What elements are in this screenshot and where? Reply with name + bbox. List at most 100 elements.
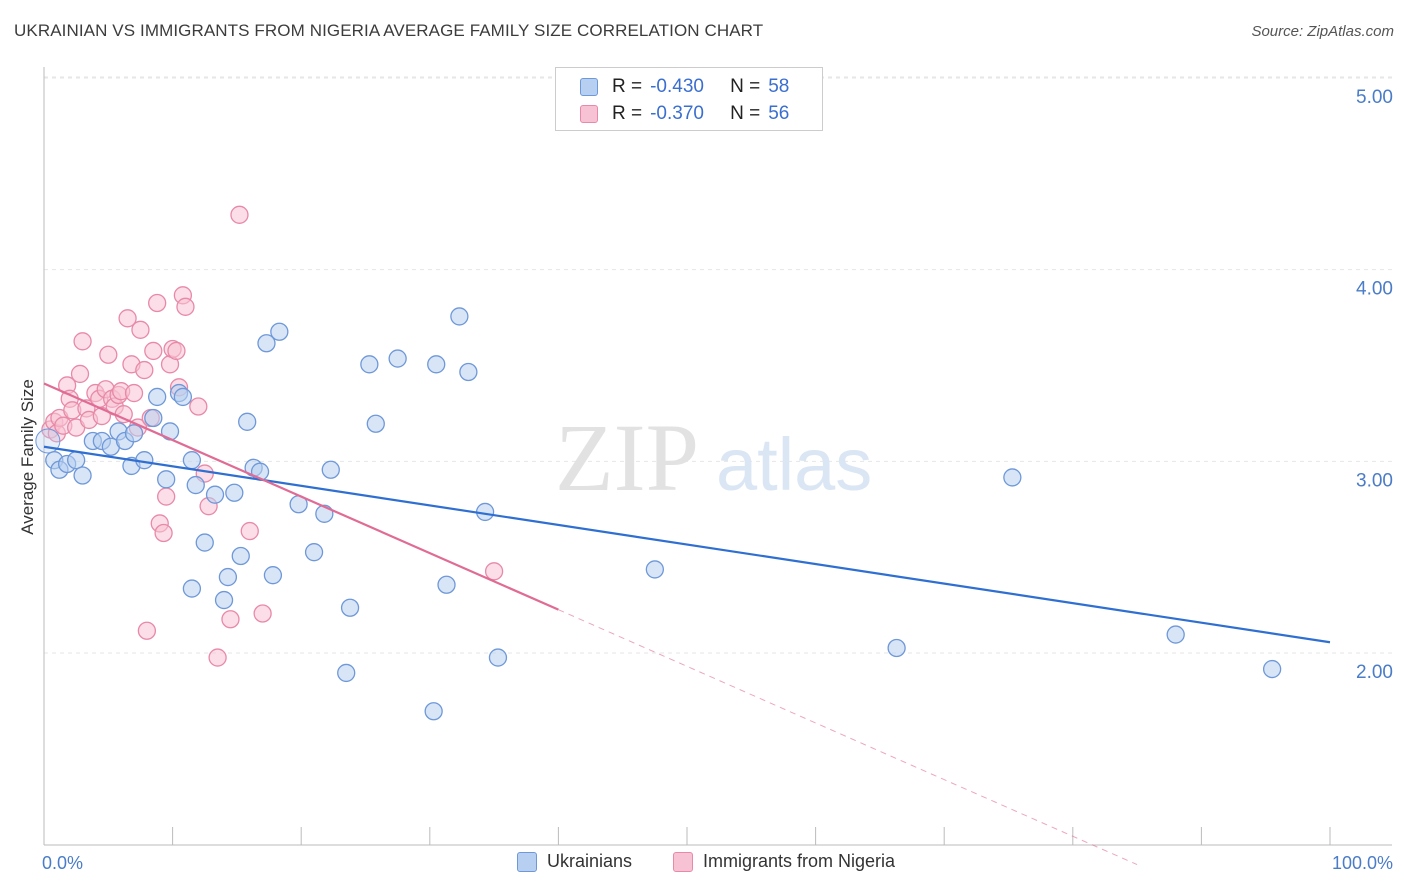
ukrainians-point bbox=[214, 590, 234, 610]
ukrainians-point bbox=[388, 349, 407, 368]
ukrainians-point bbox=[195, 533, 214, 552]
ukrainians-point bbox=[231, 546, 250, 566]
legend-row-ukrainians: R = -0.430 N = 58 bbox=[580, 75, 789, 99]
nigeria-point bbox=[118, 309, 137, 328]
ukrainians-point bbox=[186, 475, 205, 495]
ukrainians-point bbox=[67, 451, 86, 470]
nigeria-point bbox=[221, 610, 240, 629]
ukrainians-point bbox=[144, 408, 163, 428]
bottom-legend-label: Ukrainians bbox=[547, 851, 633, 871]
bottom-swatch-pink bbox=[673, 851, 693, 872]
nigeria-point bbox=[167, 341, 186, 361]
nigeria-trend-extension bbox=[558, 609, 1138, 866]
y-tick-label: 4.00 bbox=[1356, 279, 1393, 300]
legend-r-value: -0.430 bbox=[650, 76, 704, 97]
x-tick-labels: 0.0% 100.0% bbox=[42, 853, 1393, 873]
nigeria-point bbox=[135, 360, 154, 380]
bottom-legend-ukrainians: Ukrainians bbox=[517, 851, 632, 872]
nigeria-point bbox=[253, 604, 272, 623]
nigeria-point bbox=[137, 621, 157, 640]
ukrainians-point bbox=[73, 466, 92, 485]
ukrainians-point bbox=[157, 470, 176, 489]
ukrainians-point bbox=[182, 579, 202, 598]
ukrainians-point bbox=[205, 485, 225, 504]
ukrainians-point bbox=[321, 460, 340, 479]
ukrainians-point bbox=[645, 560, 664, 579]
ukrainians-point bbox=[437, 575, 456, 594]
watermark-zip: ZIP bbox=[555, 404, 699, 511]
ukrainians-point bbox=[488, 648, 508, 667]
axes bbox=[43, 67, 1392, 846]
nigeria-trend-line bbox=[43, 382, 559, 611]
nigeria-point bbox=[208, 648, 227, 667]
nigeria-point bbox=[148, 293, 167, 313]
ukrainians-point bbox=[360, 355, 379, 374]
nigeria-point bbox=[73, 332, 92, 351]
legend-n-label: N = bbox=[730, 103, 761, 124]
x-tick-label: 100.0% bbox=[1332, 853, 1393, 873]
gridlines bbox=[44, 76, 1392, 654]
legend-swatch-pink bbox=[580, 105, 598, 123]
ukrainians-point bbox=[337, 663, 356, 683]
ukrainians-point bbox=[450, 307, 469, 326]
legend-n-value: 58 bbox=[768, 76, 790, 97]
nigeria-point bbox=[240, 521, 259, 541]
source-label: Source: ZipAtlas.com bbox=[1251, 23, 1394, 40]
ukrainians-point bbox=[182, 451, 202, 470]
watermark-atlas: atlas bbox=[716, 423, 872, 506]
nigeria-point bbox=[154, 523, 173, 543]
x-tick-label: 0.0% bbox=[42, 853, 83, 873]
trend-lines bbox=[43, 382, 1331, 866]
nigeria-point bbox=[157, 487, 176, 506]
ukrainians-point bbox=[427, 355, 446, 374]
ukrainians-point bbox=[459, 362, 478, 382]
y-tick-labels: 2.00 3.00 4.00 5.00 bbox=[1356, 87, 1393, 683]
ukrainians-point bbox=[366, 414, 385, 433]
ukrainians-point bbox=[340, 598, 360, 617]
bottom-legend-label: Immigrants from Nigeria bbox=[703, 851, 896, 871]
y-tick-label: 2.00 bbox=[1356, 662, 1393, 683]
chart-title: UKRAINIAN VS IMMIGRANTS FROM NIGERIA AVE… bbox=[14, 21, 764, 40]
legend-r-label: R = bbox=[612, 76, 643, 97]
ukrainians-point bbox=[263, 566, 283, 585]
watermark: ZIP atlas bbox=[555, 404, 872, 511]
y-tick-label: 5.00 bbox=[1356, 87, 1393, 108]
ukrainians-trend-line bbox=[43, 445, 1331, 644]
ukrainians-point bbox=[218, 567, 238, 587]
ukrainians-point bbox=[1262, 659, 1282, 679]
legend-n-value: 56 bbox=[768, 103, 790, 124]
ukrainians-point bbox=[148, 387, 167, 407]
ukrainians-point bbox=[270, 322, 289, 341]
nigeria-point bbox=[176, 297, 195, 316]
legend-r-label: R = bbox=[612, 103, 643, 124]
ukrainians-point bbox=[225, 483, 244, 502]
ukrainians-point bbox=[424, 702, 443, 721]
nigeria-point bbox=[99, 345, 118, 364]
ukrainians-point bbox=[1003, 468, 1022, 487]
bottom-swatch-blue bbox=[517, 851, 537, 872]
y-axis-title: Average Family Size bbox=[18, 379, 37, 535]
bottom-legend: Ukrainians Immigrants from Nigeria bbox=[0, 851, 1406, 877]
ukrainians-point bbox=[238, 412, 257, 431]
legend: R = -0.430 N = 58 R = -0.370 N = 56 bbox=[555, 67, 823, 131]
ukrainians-point bbox=[887, 638, 906, 658]
legend-swatch-blue bbox=[580, 78, 598, 96]
nigeria-point bbox=[189, 397, 208, 416]
ukrainians-point bbox=[173, 387, 193, 407]
nigeria-point bbox=[144, 341, 163, 361]
nigeria-point bbox=[131, 320, 150, 339]
ukrainians-point bbox=[257, 334, 276, 353]
nigeria-point bbox=[230, 205, 249, 224]
nigeria-point bbox=[124, 383, 144, 403]
y-tick-label: 3.00 bbox=[1356, 470, 1393, 491]
nigeria-point bbox=[484, 562, 504, 581]
ukrainians-point bbox=[1166, 625, 1185, 644]
ukrainians-point bbox=[124, 424, 144, 443]
nigeria-point bbox=[70, 364, 90, 384]
legend-r-value: -0.370 bbox=[650, 103, 704, 124]
legend-row-nigeria: R = -0.370 N = 56 bbox=[580, 102, 789, 126]
bottom-legend-nigeria: Immigrants from Nigeria bbox=[673, 851, 895, 872]
legend-n-label: N = bbox=[730, 76, 761, 97]
ukrainians-point bbox=[304, 543, 324, 562]
